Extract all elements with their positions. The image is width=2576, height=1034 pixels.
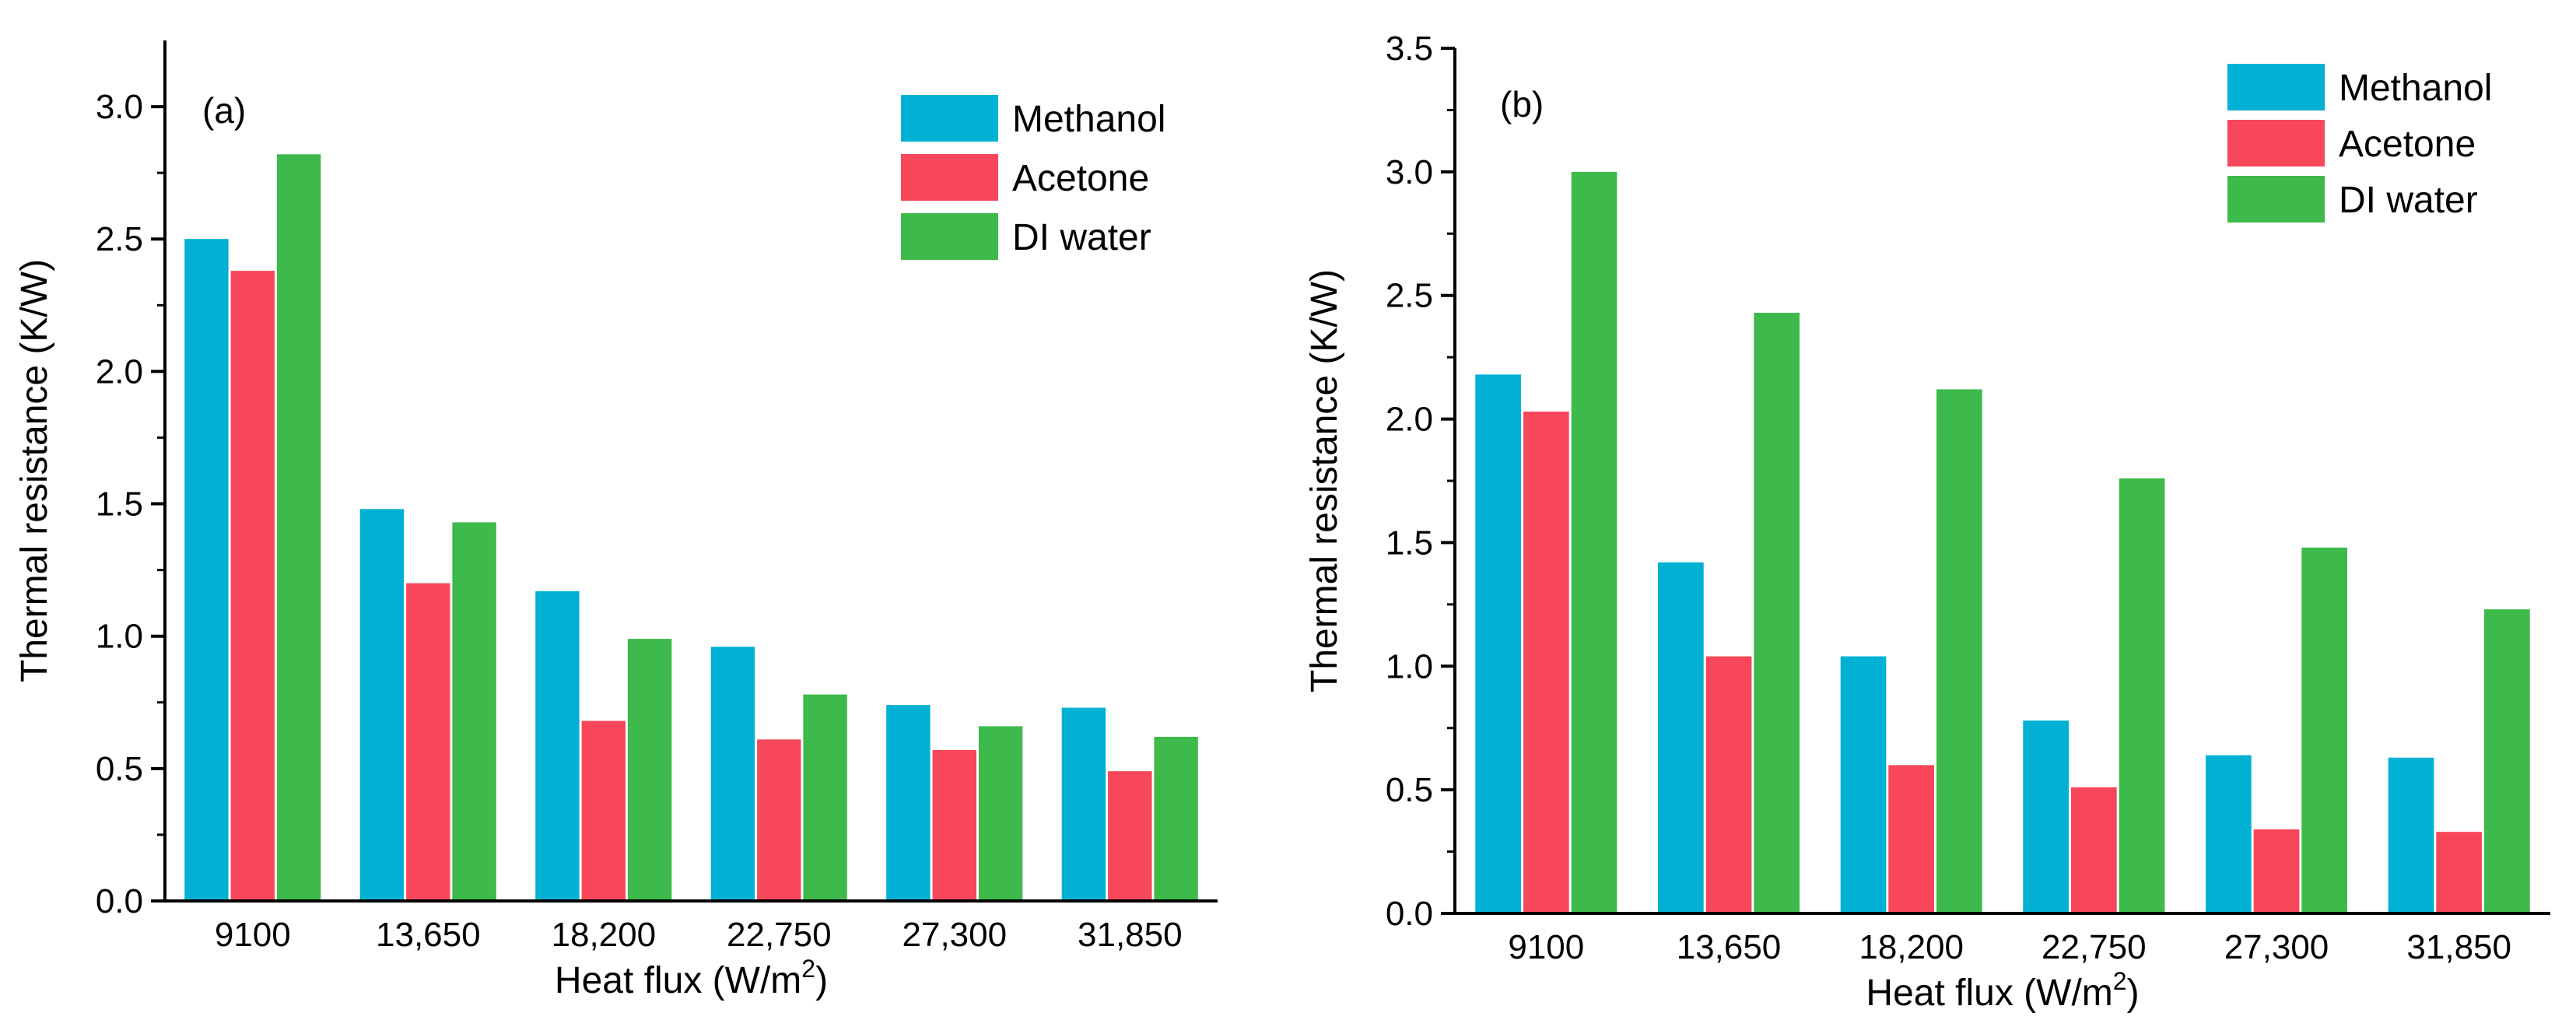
legend-swatch-di-water bbox=[2227, 176, 2325, 223]
x-axis-label: Heat flux (W/m2) bbox=[555, 955, 828, 1001]
bar-methanol-1 bbox=[1475, 374, 1521, 913]
y-tick-label: 2.0 bbox=[1386, 401, 1433, 439]
x-tick-label: 22,750 bbox=[727, 916, 832, 954]
x-tick-label: 18,200 bbox=[1859, 928, 1964, 966]
bar-methanol-5 bbox=[2206, 755, 2252, 913]
x-tick-label: 31,850 bbox=[2406, 928, 2511, 966]
y-tick-label: 1.5 bbox=[96, 485, 143, 524]
bar-acetone-4 bbox=[2071, 787, 2117, 913]
y-tick-label: 0.5 bbox=[96, 750, 143, 788]
panel-label: (b) bbox=[1500, 84, 1544, 124]
y-tick-label: 0.0 bbox=[1386, 895, 1433, 933]
bar-methanol-4 bbox=[2023, 720, 2069, 913]
bar-di-water-3 bbox=[627, 639, 672, 901]
x-tick-label: 22,750 bbox=[2042, 928, 2147, 966]
bar-acetone-5 bbox=[2253, 829, 2300, 913]
bar-methanol-3 bbox=[535, 591, 580, 901]
legend-swatch-acetone bbox=[901, 154, 998, 201]
bar-di-water-2 bbox=[452, 522, 496, 901]
bar-methanol-6 bbox=[1061, 707, 1106, 901]
legend-label-acetone: Acetone bbox=[1012, 158, 1149, 199]
bar-methanol-6 bbox=[2388, 757, 2434, 913]
legend-swatch-methanol bbox=[901, 95, 998, 142]
bar-acetone-6 bbox=[1108, 771, 1152, 901]
legend-label-di-water: DI water bbox=[2339, 180, 2478, 221]
bar-di-water-1 bbox=[1571, 171, 1617, 913]
y-axis-label: Thermal resistance (K/W) bbox=[14, 259, 55, 682]
bar-di-water-6 bbox=[1154, 737, 1198, 901]
x-tick-label: 27,300 bbox=[902, 916, 1008, 954]
legend-swatch-di-water bbox=[901, 213, 998, 260]
bar-methanol-1 bbox=[184, 239, 229, 901]
bar-acetone-5 bbox=[932, 750, 976, 901]
legend-label-acetone: Acetone bbox=[2339, 124, 2476, 165]
bar-methanol-4 bbox=[710, 647, 755, 901]
bar-di-water-1 bbox=[276, 154, 321, 902]
bar-methanol-3 bbox=[1840, 656, 1887, 913]
legend-swatch-acetone bbox=[2227, 120, 2325, 166]
bar-acetone-2 bbox=[406, 583, 450, 901]
y-tick-label: 1.0 bbox=[96, 618, 143, 656]
bar-methanol-2 bbox=[359, 509, 405, 901]
bar-di-water-5 bbox=[2301, 547, 2347, 913]
bar-di-water-6 bbox=[2484, 609, 2530, 913]
bar-acetone-6 bbox=[2436, 832, 2482, 913]
legend: Methanol Acetone DI water bbox=[2227, 64, 2492, 223]
bar-acetone-3 bbox=[581, 720, 626, 901]
x-tick-label: 13,650 bbox=[376, 916, 481, 954]
legend-label-methanol: Methanol bbox=[2339, 68, 2492, 109]
legend-label-methanol: Methanol bbox=[1012, 99, 1165, 140]
bar-di-water-3 bbox=[1936, 389, 1982, 913]
y-tick-label: 2.5 bbox=[1386, 277, 1433, 315]
y-tick-label: 0.0 bbox=[96, 882, 143, 920]
bar-di-water-2 bbox=[1754, 313, 1800, 913]
bar-di-water-5 bbox=[978, 726, 1023, 901]
bar-acetone-1 bbox=[230, 271, 275, 902]
legend: Methanol Acetone DI water bbox=[901, 95, 1165, 260]
legend-label-di-water: DI water bbox=[1012, 217, 1151, 258]
bar-acetone-2 bbox=[1705, 656, 1752, 913]
bar-di-water-4 bbox=[803, 694, 847, 901]
x-tick-label: 13,650 bbox=[1677, 928, 1782, 966]
y-tick-label: 3.0 bbox=[96, 88, 143, 126]
chart-panel-b: 0.0 0.5 1.0 1.5 2.0 2.5 3.0 3.5 9100 13,650 18,200… bbox=[1304, 30, 2550, 1014]
x-axis-label: Heat flux (W/m2) bbox=[1866, 967, 2139, 1014]
bar-methanol-2 bbox=[1658, 562, 1704, 913]
y-tick-label: 3.5 bbox=[1386, 30, 1433, 68]
legend-swatch-methanol bbox=[2227, 64, 2325, 110]
x-tick-label: 27,300 bbox=[2224, 928, 2329, 966]
x-tick-label: 31,850 bbox=[1078, 916, 1183, 954]
y-tick-label: 1.0 bbox=[1386, 647, 1433, 685]
x-tick-label: 9100 bbox=[1508, 928, 1584, 966]
x-tick-label: 18,200 bbox=[552, 916, 657, 954]
bar-acetone-1 bbox=[1523, 412, 1569, 913]
y-tick-label: 1.5 bbox=[1386, 524, 1433, 562]
y-tick-label: 0.5 bbox=[1386, 771, 1433, 809]
chart-panel-a: 0.0 0.5 1.0 1.5 2.0 2.5 3.0 9100 13,650 18,200 22,… bbox=[14, 40, 1218, 1001]
y-tick-label: 2.0 bbox=[96, 352, 143, 391]
y-tick-label: 3.0 bbox=[1386, 153, 1433, 191]
bar-acetone-3 bbox=[1888, 765, 1934, 913]
y-axis-label: Thermal resistance (K/W) bbox=[1304, 269, 1345, 692]
bar-acetone-4 bbox=[757, 739, 801, 901]
y-tick-label: 2.5 bbox=[96, 220, 143, 258]
x-tick-label: 9100 bbox=[215, 916, 291, 954]
bar-methanol-5 bbox=[886, 705, 931, 901]
bar-di-water-4 bbox=[2119, 478, 2165, 913]
panel-label: (a) bbox=[202, 90, 246, 131]
